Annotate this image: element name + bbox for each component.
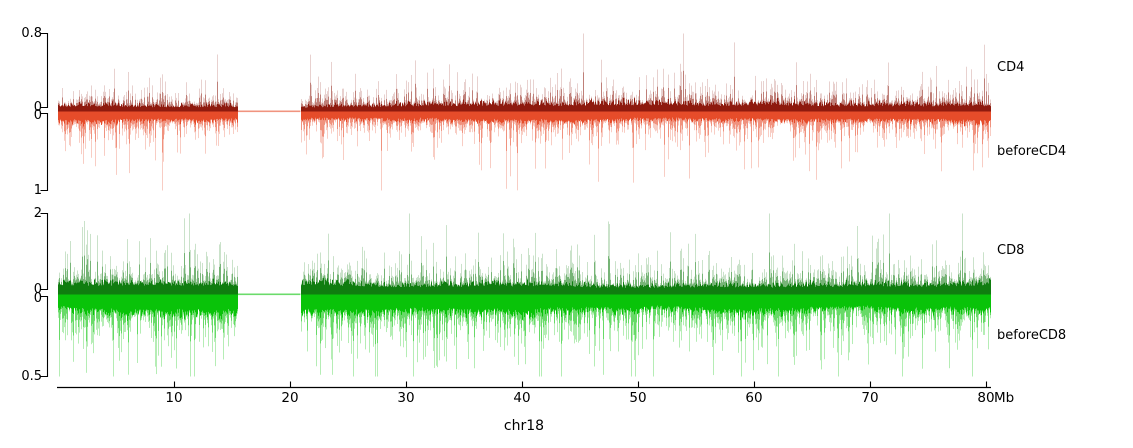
x-tick-label: 20: [281, 390, 299, 406]
y-tick-label-beforeCD8: 0: [33, 290, 42, 306]
y-tick-label-CD4: 0: [33, 99, 42, 115]
track-label-CD4: CD4: [997, 60, 1025, 75]
x-axis-title: chr18: [503, 418, 545, 434]
x-tick-label: 30: [397, 390, 415, 406]
y-tick-label-beforeCD4: 1: [33, 182, 42, 198]
x-tick-label: 70: [861, 390, 879, 406]
y-tick-label-beforeCD4: 0: [33, 107, 42, 123]
x-tick-label: 50: [629, 390, 647, 406]
track-label-beforeCD4: beforeCD4: [997, 144, 1067, 159]
track-label-CD8: CD8: [997, 243, 1025, 258]
y-tick-label-CD8: 0: [33, 281, 42, 297]
y-tick-label-CD8: 2: [33, 205, 42, 221]
y-tick-label-beforeCD8: 0.5: [21, 368, 42, 384]
x-tick-label: 60: [745, 390, 763, 406]
x-axis-unit-label: Mb: [994, 390, 1015, 406]
x-tick-label: 40: [513, 390, 531, 406]
x-tick-label: 80: [977, 390, 995, 406]
x-tick-label: 10: [165, 390, 183, 406]
y-tick-label-CD4: 0.8: [21, 25, 42, 41]
track-label-beforeCD8: beforeCD8: [997, 328, 1067, 343]
